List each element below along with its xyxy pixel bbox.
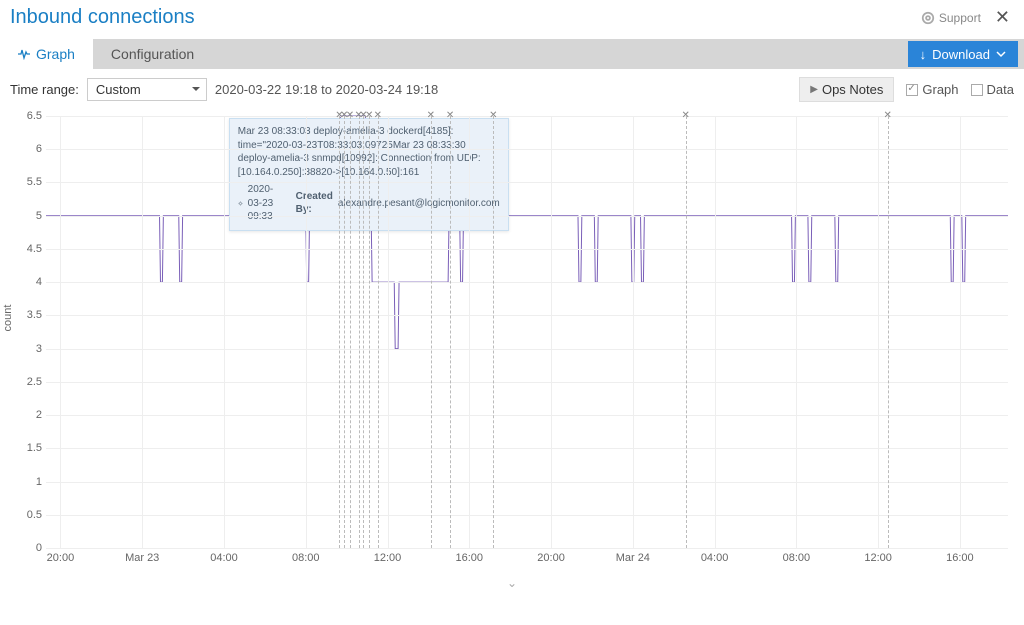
support-icon	[921, 11, 935, 25]
y-tick-label: 1.5	[18, 442, 46, 454]
y-tick-label: 5	[18, 210, 46, 222]
graph-toggle[interactable]: Graph	[906, 82, 958, 97]
y-tick-label: 1	[18, 476, 46, 488]
tooltip-timestamp: 2020-03-23 09:33	[248, 183, 283, 224]
y-tick-label: 2	[18, 409, 46, 421]
gear-icon	[238, 198, 243, 209]
support-link[interactable]: Support	[921, 11, 981, 25]
plot-area: Mar 23 08:33:03 deploy-amelia-3 dockerd[…	[46, 116, 1008, 548]
support-label: Support	[939, 11, 981, 25]
ops-note-marker[interactable]: ✕	[346, 111, 354, 121]
tab-configuration-label: Configuration	[111, 46, 194, 62]
tab-graph-label: Graph	[36, 46, 75, 62]
ops-note-marker[interactable]: ✕	[489, 111, 497, 121]
chevron-down-icon	[996, 49, 1006, 59]
x-tick-label: 20:00	[47, 548, 75, 564]
x-tick-label: 12:00	[374, 548, 402, 564]
x-tick-label: Mar 23	[125, 548, 159, 564]
ops-notes-label: Ops Notes	[822, 82, 883, 97]
x-tick-label: 16:00	[456, 548, 484, 564]
graph-toggle-label: Graph	[922, 82, 958, 97]
ops-note-marker[interactable]: ✕	[884, 111, 892, 121]
checkbox-icon	[971, 84, 983, 96]
ops-note-marker[interactable]: ✕	[365, 111, 373, 121]
expand-down-icon[interactable]: ⌄	[507, 576, 517, 590]
tab-configuration[interactable]: Configuration	[93, 39, 212, 69]
close-icon[interactable]: ✕	[991, 7, 1014, 28]
y-tick-label: 6.5	[18, 110, 46, 122]
y-tick-label: 0	[18, 542, 46, 554]
data-toggle[interactable]: Data	[971, 82, 1014, 97]
ops-note-marker[interactable]: ✕	[682, 111, 690, 121]
y-tick-label: 2.5	[18, 376, 46, 388]
x-tick-label: 20:00	[537, 548, 565, 564]
y-tick-label: 4.5	[18, 243, 46, 255]
tooltip-created-by-label: Created By:	[296, 190, 333, 217]
ops-note-marker[interactable]: ✕	[446, 111, 454, 121]
pulse-icon	[18, 48, 30, 60]
download-button[interactable]: ↓ Download	[908, 41, 1018, 67]
y-tick-label: 3.5	[18, 309, 46, 321]
tab-graph[interactable]: Graph	[0, 39, 93, 69]
checkbox-icon	[906, 84, 918, 96]
play-icon: ▶	[810, 84, 818, 95]
y-tick-label: 6	[18, 143, 46, 155]
time-range-select[interactable]: Custom	[87, 78, 207, 101]
x-tick-label: 04:00	[210, 548, 238, 564]
download-label: Download	[932, 47, 990, 62]
line-chart-svg	[46, 116, 1008, 548]
download-arrow-icon: ↓	[920, 47, 927, 62]
y-tick-label: 4	[18, 276, 46, 288]
x-tick-label: 12:00	[864, 548, 892, 564]
x-tick-label: 08:00	[783, 548, 811, 564]
x-tick-label: Mar 24	[616, 548, 650, 564]
time-range-value: Custom	[96, 82, 141, 97]
time-range-text: 2020-03-22 19:18 to 2020-03-24 19:18	[215, 82, 438, 97]
data-toggle-label: Data	[987, 82, 1014, 97]
chart: Mar 23 08:33:03 deploy-amelia-3 dockerd[…	[8, 110, 1016, 580]
x-tick-label: 08:00	[292, 548, 320, 564]
tooltip-created-by: alexandre.pesant@logicmonitor.com	[338, 197, 500, 211]
page-title: Inbound connections	[10, 6, 195, 29]
y-tick-label: 0.5	[18, 509, 46, 521]
y-tick-label: 3	[18, 343, 46, 355]
ops-note-marker[interactable]: ✕	[374, 111, 382, 121]
ops-note-marker[interactable]: ✕	[427, 111, 435, 121]
x-tick-label: 04:00	[701, 548, 729, 564]
ops-notes-button[interactable]: ▶ Ops Notes	[799, 77, 894, 102]
time-range-label: Time range:	[10, 82, 79, 97]
x-tick-label: 16:00	[946, 548, 974, 564]
tab-bar: Graph Configuration ↓ Download	[0, 39, 1024, 69]
y-tick-label: 5.5	[18, 176, 46, 188]
